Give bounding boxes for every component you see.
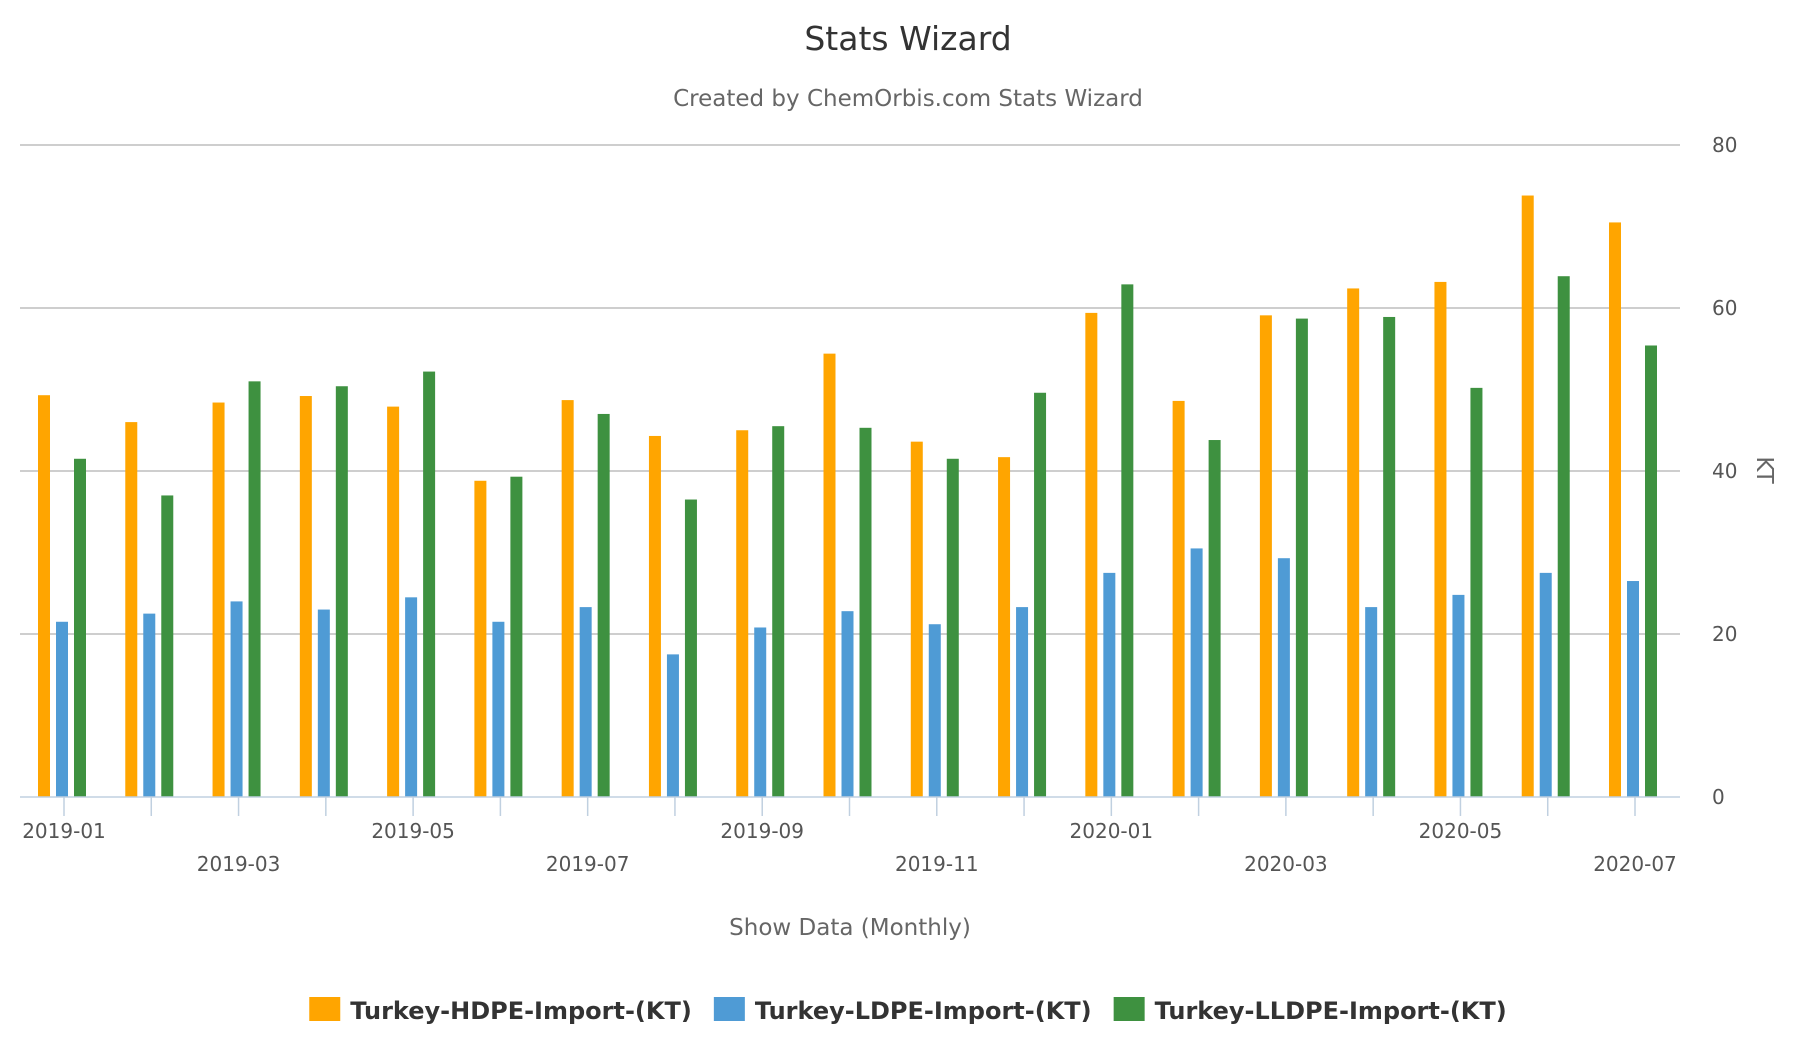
legend: Turkey-HDPE-Import-(KT) Turkey-LDPE-Impor… bbox=[309, 997, 1507, 1025]
bar[interactable] bbox=[1277, 558, 1290, 797]
legend-item[interactable]: Turkey-HDPE-Import-(KT) bbox=[309, 997, 692, 1025]
y-axis: 0 20 40 60 80 bbox=[1712, 133, 1737, 809]
bar[interactable] bbox=[736, 430, 749, 797]
bar[interactable] bbox=[1190, 548, 1203, 797]
y-tick-label: 20 bbox=[1712, 622, 1737, 646]
x-tick-label: 2020-01 bbox=[1070, 819, 1154, 843]
legend-swatch bbox=[713, 997, 745, 1021]
bar[interactable] bbox=[1121, 284, 1134, 797]
legend-label: Turkey-LLDPE-Import-(KT) bbox=[1155, 997, 1507, 1025]
bar[interactable] bbox=[1557, 276, 1570, 798]
legend-item[interactable]: Turkey-LLDPE-Import-(KT) bbox=[1113, 997, 1507, 1025]
x-tick-label: 2019-07 bbox=[546, 852, 630, 876]
x-axis: 2019-01 2019-03 2019-05 2019-07 2019-09 2019-… bbox=[20, 796, 1680, 876]
chart-subtitle: Created by ChemOrbis.com Stats Wizard bbox=[673, 86, 1143, 112]
bar[interactable] bbox=[579, 607, 592, 797]
bar[interactable] bbox=[910, 441, 923, 797]
x-tick-label: 2019-11 bbox=[895, 852, 979, 876]
x-tick-label: 2019-01 bbox=[22, 819, 106, 843]
bar[interactable] bbox=[143, 613, 156, 797]
bar[interactable] bbox=[1208, 440, 1221, 797]
bar[interactable] bbox=[510, 476, 523, 797]
bar[interactable] bbox=[1172, 400, 1185, 797]
bar[interactable] bbox=[299, 396, 312, 797]
bar[interactable] bbox=[1609, 222, 1621, 798]
bar[interactable] bbox=[1365, 607, 1378, 797]
bar[interactable] bbox=[597, 413, 610, 797]
bar[interactable] bbox=[1259, 315, 1272, 797]
bar[interactable] bbox=[1434, 281, 1447, 797]
bar[interactable] bbox=[405, 597, 418, 797]
bar[interactable] bbox=[928, 624, 941, 797]
bar[interactable] bbox=[859, 427, 872, 797]
bar[interactable] bbox=[1085, 312, 1098, 797]
bar[interactable] bbox=[1452, 594, 1465, 797]
bar[interactable] bbox=[998, 457, 1011, 797]
bar[interactable] bbox=[317, 609, 330, 797]
bar[interactable] bbox=[1347, 288, 1360, 797]
y-axis-title: KT bbox=[1751, 456, 1777, 484]
bar[interactable] bbox=[248, 381, 261, 797]
legend-swatch bbox=[309, 997, 341, 1021]
y-tick-label: 40 bbox=[1712, 459, 1737, 483]
x-tick-label: 2019-09 bbox=[720, 819, 804, 843]
bar[interactable] bbox=[754, 627, 767, 797]
x-tick-label: 2020-03 bbox=[1244, 852, 1328, 876]
x-tick-label: 2019-05 bbox=[371, 819, 455, 843]
x-tick-label: 2019-03 bbox=[197, 852, 281, 876]
bar[interactable] bbox=[1103, 572, 1116, 797]
x-tick-label: 2020-07 bbox=[1593, 852, 1677, 876]
bar[interactable] bbox=[1470, 387, 1483, 797]
bar[interactable] bbox=[387, 406, 400, 797]
bar[interactable] bbox=[684, 499, 697, 797]
y-tick-label: 60 bbox=[1712, 296, 1737, 320]
bar[interactable] bbox=[666, 654, 679, 797]
bar[interactable] bbox=[1016, 607, 1029, 797]
x-axis-title: Show Data (Monthly) bbox=[729, 915, 971, 941]
bar[interactable] bbox=[1521, 195, 1534, 797]
bar[interactable] bbox=[230, 601, 243, 797]
bar[interactable] bbox=[1034, 392, 1047, 797]
y-tick-label: 0 bbox=[1712, 785, 1725, 809]
bar[interactable] bbox=[492, 621, 505, 797]
bar[interactable] bbox=[841, 611, 854, 797]
x-tick-label: 2020-05 bbox=[1419, 819, 1503, 843]
bar[interactable] bbox=[648, 435, 661, 797]
bar[interactable] bbox=[561, 400, 574, 797]
bar[interactable] bbox=[1645, 345, 1657, 797]
legend-swatch bbox=[1113, 997, 1145, 1021]
bar[interactable] bbox=[823, 353, 836, 797]
bar[interactable] bbox=[335, 386, 348, 797]
grid-lines bbox=[20, 144, 1680, 635]
bar[interactable] bbox=[161, 495, 174, 797]
bar[interactable] bbox=[125, 422, 138, 797]
bars bbox=[38, 195, 1657, 798]
bar[interactable] bbox=[212, 402, 225, 797]
bar[interactable] bbox=[1295, 318, 1308, 797]
bar[interactable] bbox=[74, 458, 86, 797]
bar[interactable] bbox=[474, 480, 487, 797]
bar[interactable] bbox=[38, 395, 50, 797]
bar[interactable] bbox=[772, 426, 785, 797]
bar[interactable] bbox=[946, 458, 959, 797]
legend-item[interactable]: Turkey-LDPE-Import-(KT) bbox=[713, 997, 1092, 1025]
y-tick-label: 80 bbox=[1712, 133, 1737, 157]
bar[interactable] bbox=[1627, 581, 1639, 797]
bar[interactable] bbox=[1383, 316, 1396, 797]
legend-label: Turkey-LDPE-Import-(KT) bbox=[755, 997, 1092, 1025]
bar[interactable] bbox=[56, 621, 68, 797]
bar[interactable] bbox=[423, 371, 436, 797]
bar[interactable] bbox=[1539, 572, 1552, 797]
chart-title: Stats Wizard bbox=[804, 19, 1011, 58]
legend-label: Turkey-HDPE-Import-(KT) bbox=[350, 997, 692, 1025]
